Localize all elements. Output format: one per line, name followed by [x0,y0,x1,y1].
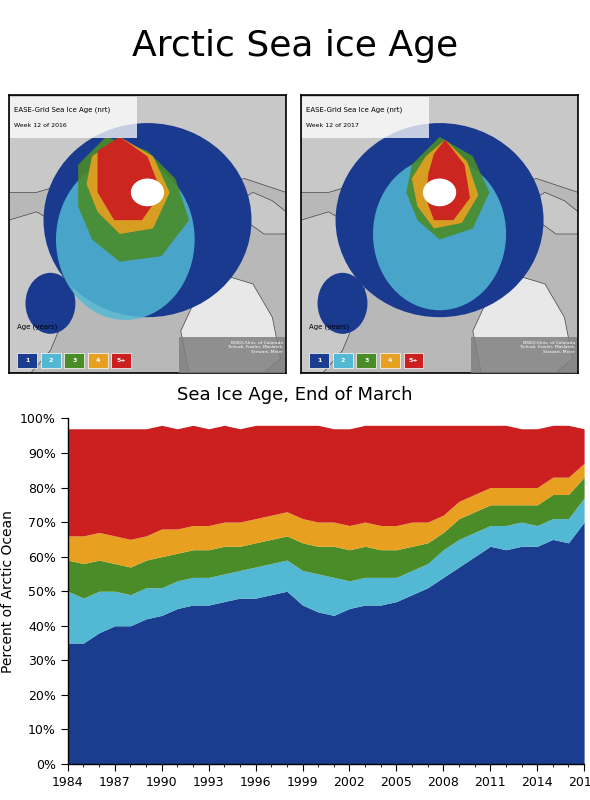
Ellipse shape [514,201,542,223]
Polygon shape [301,212,371,373]
FancyBboxPatch shape [179,337,285,373]
Ellipse shape [423,178,456,206]
Text: EASE-Grid Sea Ice Age (nrt): EASE-Grid Sea Ice Age (nrt) [14,106,110,113]
Text: NSIDC/Univ. of Colorado
Tschudi, Fowler, Maslanik,
Stewart, Meier: NSIDC/Univ. of Colorado Tschudi, Fowler,… [227,341,283,354]
Polygon shape [412,140,478,229]
Text: 4: 4 [388,358,392,363]
Polygon shape [181,275,281,373]
Polygon shape [407,137,490,239]
Text: 3: 3 [72,358,77,363]
Text: Arctic Sea ice Age: Arctic Sea ice Age [132,30,458,63]
FancyBboxPatch shape [64,354,84,369]
Text: NSIDC/Univ. of Colorado
Tschudi, Fowler, Maslanik,
Stewart, Meier: NSIDC/Univ. of Colorado Tschudi, Fowler,… [519,341,575,354]
Text: Age (years): Age (years) [17,323,57,330]
Text: 2: 2 [48,358,53,363]
Text: 5+: 5+ [409,358,418,363]
Ellipse shape [131,178,164,206]
Polygon shape [426,140,470,220]
Ellipse shape [25,273,76,334]
Ellipse shape [56,159,195,320]
Text: 3: 3 [364,358,369,363]
Polygon shape [87,137,170,234]
Polygon shape [78,137,189,262]
Text: 4: 4 [96,358,100,363]
Text: 5+: 5+ [117,358,126,363]
Polygon shape [9,95,286,193]
Polygon shape [231,193,286,234]
Text: Sea Ice Age, End of March: Sea Ice Age, End of March [177,386,413,404]
Ellipse shape [373,158,506,310]
FancyBboxPatch shape [17,354,37,369]
FancyBboxPatch shape [41,354,61,369]
FancyBboxPatch shape [88,354,108,369]
Polygon shape [9,212,78,373]
Polygon shape [523,193,578,234]
Polygon shape [473,275,573,373]
FancyBboxPatch shape [380,354,400,369]
Text: 2: 2 [340,358,345,363]
FancyBboxPatch shape [471,337,577,373]
Ellipse shape [44,123,251,317]
Text: Week 12 of 2016: Week 12 of 2016 [14,123,67,128]
Ellipse shape [222,201,250,223]
Text: EASE-Grid Sea Ice Age (nrt): EASE-Grid Sea Ice Age (nrt) [306,106,402,113]
FancyBboxPatch shape [309,354,329,369]
Ellipse shape [336,123,543,317]
FancyBboxPatch shape [112,354,132,369]
Text: Age (years): Age (years) [309,323,349,330]
FancyBboxPatch shape [9,97,137,138]
Polygon shape [97,137,161,220]
FancyBboxPatch shape [356,354,376,369]
Text: Week 12 of 2017: Week 12 of 2017 [306,123,359,128]
Ellipse shape [317,273,368,334]
Polygon shape [301,95,578,193]
FancyBboxPatch shape [301,97,430,138]
FancyBboxPatch shape [404,354,424,369]
Y-axis label: Percent of Arctic Ocean: Percent of Arctic Ocean [1,510,15,673]
Text: 1: 1 [317,358,322,363]
FancyBboxPatch shape [333,354,353,369]
Text: 1: 1 [25,358,30,363]
